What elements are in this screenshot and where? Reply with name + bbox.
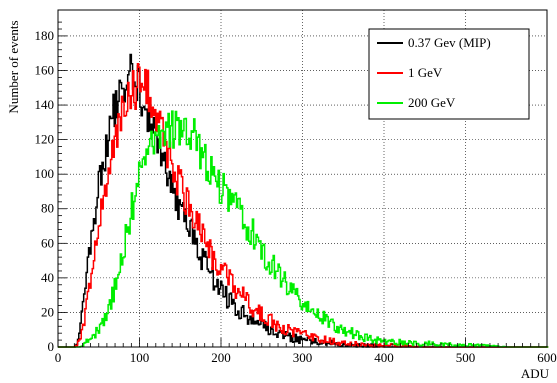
y-tick-label: 20 — [41, 304, 54, 319]
x-tick-label: 100 — [130, 350, 150, 365]
legend-label: 1 GeV — [408, 65, 443, 80]
y-tick-label: 180 — [35, 28, 55, 43]
y-tick-label: 160 — [35, 62, 55, 77]
x-tick-label: 0 — [55, 350, 62, 365]
x-tick-label: 300 — [293, 350, 313, 365]
y-tick-label: 120 — [35, 132, 55, 147]
x-tick-label: 600 — [537, 350, 557, 365]
x-tick-label: 200 — [211, 350, 231, 365]
y-tick-label: 80 — [41, 201, 54, 216]
series-line-200-gev — [58, 110, 549, 348]
x-tick-label: 500 — [456, 350, 476, 365]
y-axis-title: Number of events — [6, 20, 21, 113]
tick-labels: 0 100 200 300 400 500 600 0 20 40 60 80 100 120 140 160… — [35, 28, 557, 365]
y-tick-label: 140 — [35, 97, 55, 112]
y-tick-label: 60 — [41, 235, 54, 250]
y-tick-label: 0 — [48, 339, 55, 354]
y-tick-label: 40 — [41, 270, 54, 285]
x-tick-label: 400 — [374, 350, 394, 365]
legend: 0.37 Gev (MIP) 1 GeV 200 GeV — [368, 28, 530, 120]
axes-layer — [57, 9, 548, 348]
y-tick-label: 100 — [35, 166, 55, 181]
legend-label: 0.37 Gev (MIP) — [408, 35, 491, 50]
x-axis-title: ADU — [521, 366, 550, 381]
legend-label: 200 GeV — [408, 95, 456, 110]
